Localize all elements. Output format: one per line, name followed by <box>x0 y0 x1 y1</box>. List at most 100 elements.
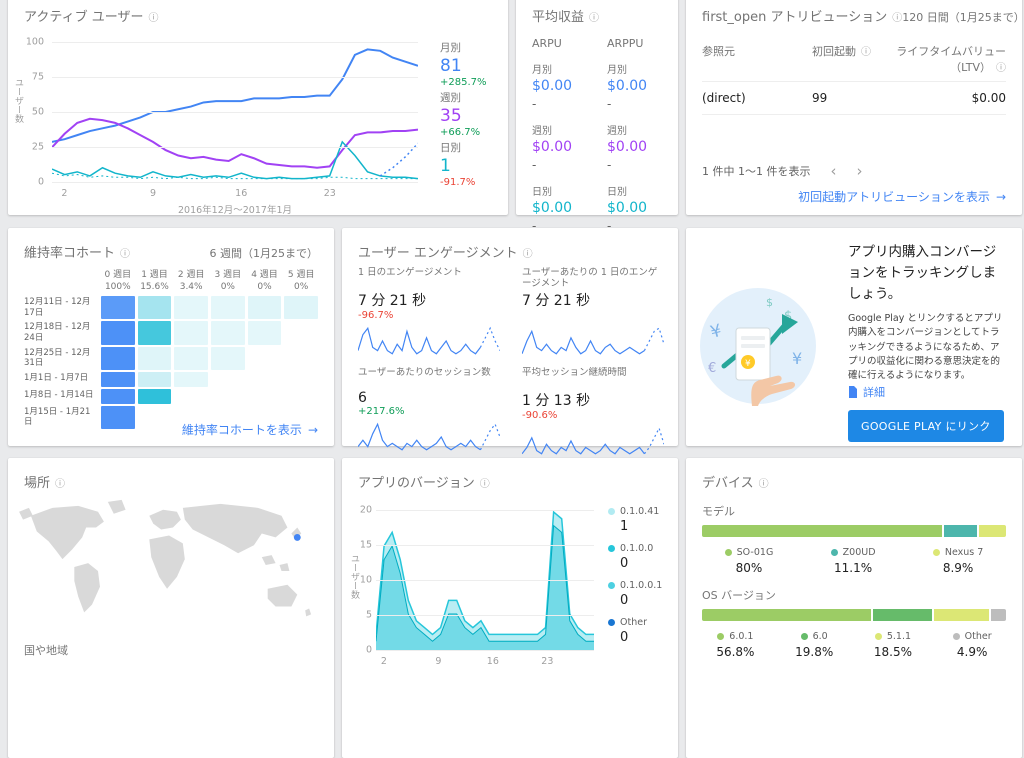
info-icon[interactable]: ⓘ <box>861 47 871 58</box>
arppu-column: ARPPU 月別 $0.00 - 週別 $0.00 - 日別 $0.00 - <box>607 37 662 233</box>
location-title: 場所 <box>24 476 51 491</box>
cohort-cell <box>211 372 245 387</box>
y-tick: 0 <box>365 644 372 656</box>
legend-dot <box>800 633 808 640</box>
gridline <box>376 510 594 511</box>
column-header: ARPPU <box>607 37 644 50</box>
os-bar <box>702 609 1006 621</box>
sparkline-chart <box>357 422 501 451</box>
info-icon[interactable]: ⓘ <box>148 13 159 24</box>
cohort-cell <box>284 347 318 370</box>
info-icon[interactable]: ⓘ <box>892 13 903 24</box>
cohort-week-header: 3 週目 <box>214 270 242 280</box>
arrow-right-icon: → <box>307 423 318 437</box>
device-legend-item: Z00UD 11.1% <box>830 547 876 575</box>
revenue-row: 月別 $0.00 - <box>532 61 587 111</box>
y-tick: 20 <box>359 504 372 516</box>
card-title: アクティブ ユーザー ⓘ <box>24 6 158 25</box>
gridline <box>52 77 418 78</box>
pagination: 1 件中 1〜1 件を表示 ‹ › <box>702 163 1006 179</box>
legend-value: 0 <box>620 630 629 645</box>
gridline <box>52 112 418 113</box>
x-tick: 16 <box>235 188 248 199</box>
svg-text:$: $ <box>766 296 773 309</box>
info-icon[interactable]: ⓘ <box>996 63 1006 74</box>
first-open-report-link[interactable]: 初回起動アトリビューションを表示 → <box>798 190 1006 204</box>
legend-label: Nexus 7 <box>944 547 984 558</box>
x-tick: 2 <box>61 188 68 199</box>
promo-heading: アプリ内購入コンバージョンをトラッキングしましょう。 <box>848 244 997 302</box>
y-tick: 15 <box>359 539 372 551</box>
cohort-cell <box>174 321 208 345</box>
world-map-svg <box>19 499 312 617</box>
device-legend-item: 5.1.1 18.5% <box>874 631 912 659</box>
cohort-cell <box>211 389 245 404</box>
info-icon[interactable]: ⓘ <box>120 249 131 260</box>
legend-label: 5.1.1 <box>886 631 912 642</box>
info-icon[interactable]: ⓘ <box>55 479 66 490</box>
in-app-purchase-illustration-icon: ¥ $ ¥ € $ ¥ <box>700 288 816 406</box>
legend-label: 月別 <box>440 42 461 54</box>
first-open-attribution-card: first_open アトリビューション ⓘ 120 日間（1月25まで） 参照元… <box>686 0 1024 215</box>
cohort-cell <box>137 296 172 320</box>
os-section-label: OS バージョン <box>702 589 776 602</box>
metric-daily-engagement: 1 日のエンゲージメント 7 分 21 秒 -96.7% <box>357 267 501 363</box>
period-selector[interactable]: 6 週間（1月25まで） <box>209 247 319 260</box>
legend-value: 1 <box>620 519 629 534</box>
cohort-cell <box>211 321 245 345</box>
gridline <box>376 545 594 546</box>
svg-text:€: € <box>708 361 716 376</box>
row-value: $0.00 <box>532 139 573 155</box>
gridline <box>52 182 418 183</box>
metric-value: 7 分 21 秒 <box>522 293 591 309</box>
x-tick: 9 <box>149 188 157 199</box>
legend-percent: 80% <box>735 561 763 575</box>
y-tick: 75 <box>31 71 44 83</box>
legend-value: 35 <box>440 106 462 126</box>
revenue-row: 月別 $0.00 - <box>607 61 662 111</box>
legend-item: 0.1.0.0.1 0 <box>608 580 674 608</box>
sparkline-chart <box>521 426 665 455</box>
prev-page-icon[interactable]: ‹ <box>830 161 837 180</box>
gridline <box>376 580 594 581</box>
device-legend-item: Other 4.9% <box>952 631 992 659</box>
map-marker-japan[interactable] <box>293 533 301 541</box>
legend-delta: +66.7% <box>440 127 481 138</box>
revenue-row: 日別 $0.00 - <box>607 183 662 233</box>
device-legend-item: 6.0 19.8% <box>795 631 833 659</box>
devices-title: デバイス <box>702 476 754 491</box>
info-icon[interactable]: ⓘ <box>479 479 490 490</box>
app-versions-title: アプリのバージョン <box>358 476 475 491</box>
info-icon[interactable]: ⓘ <box>522 249 533 260</box>
info-icon[interactable]: ⓘ <box>589 13 600 24</box>
legend-dot <box>932 549 940 556</box>
card-title: デバイス ⓘ <box>702 472 769 491</box>
x-tick: 2 <box>380 656 387 667</box>
retention-report-link[interactable]: 維持率コホートを表示 → <box>181 423 318 437</box>
legend-delta: +285.7% <box>440 77 487 88</box>
metric-value: 1 分 13 秒 <box>522 393 591 409</box>
cohort-week-percent: 3.4% <box>179 282 203 292</box>
sparkline-chart <box>521 327 665 355</box>
period-selector[interactable]: 120 日間（1月25まで） <box>902 11 1024 24</box>
cohort-cell <box>211 346 245 370</box>
metric-sessions-per-user: ユーザーあたりのセッション数 6 +217.6% <box>357 367 501 463</box>
y-tick: 10 <box>359 574 372 586</box>
info-icon[interactable]: ⓘ <box>758 479 769 490</box>
average-revenue-card: 平均収益 ⓘ ARPU 月別 $0.00 - 週別 $0.00 - 日別 $0.0… <box>516 0 678 233</box>
cohort-week-percent: 0% <box>294 282 309 292</box>
card-title: ユーザー エンゲージメント ⓘ <box>358 242 533 261</box>
link-google-play-button[interactable]: GOOGLE PLAY にリンク <box>848 410 1004 442</box>
bar-segment-Nexus 7 <box>979 525 1006 537</box>
next-page-icon[interactable]: › <box>856 161 863 180</box>
countries-section-label: 国や地域 <box>24 644 68 657</box>
x-tick: 23 <box>541 656 554 667</box>
row-value: $0.00 <box>607 200 648 216</box>
row-value: $0.00 <box>532 78 573 94</box>
line-chart-svg <box>51 48 419 180</box>
engagement-title: ユーザー エンゲージメント <box>358 246 518 261</box>
legend-value: 0 <box>620 593 629 608</box>
col-source: 参照元 <box>702 45 735 58</box>
learn-more-link[interactable]: 詳細 <box>848 384 885 400</box>
cohort-week-percent: 15.6% <box>140 282 169 292</box>
